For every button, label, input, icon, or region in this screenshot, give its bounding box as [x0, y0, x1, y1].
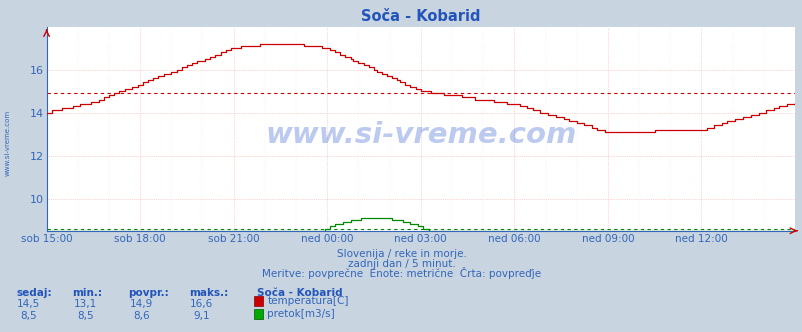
Text: Meritve: povprečne  Enote: metrične  Črta: povpreďje: Meritve: povprečne Enote: metrične Črta:…	[261, 267, 541, 279]
Text: temperatura[C]: temperatura[C]	[267, 296, 348, 306]
Text: povpr.:: povpr.:	[128, 288, 169, 298]
Title: Soča - Kobarid: Soča - Kobarid	[361, 9, 480, 24]
Text: 14,5: 14,5	[18, 299, 40, 309]
Text: www.si-vreme.com: www.si-vreme.com	[265, 121, 576, 149]
Text: www.si-vreme.com: www.si-vreme.com	[4, 110, 10, 176]
Text: maks.:: maks.:	[188, 288, 228, 298]
Text: pretok[m3/s]: pretok[m3/s]	[267, 309, 334, 319]
Text: 13,1: 13,1	[74, 299, 96, 309]
Text: 9,1: 9,1	[193, 311, 209, 321]
Text: Slovenija / reke in morje.: Slovenija / reke in morje.	[336, 249, 466, 259]
Text: 14,9: 14,9	[130, 299, 152, 309]
Text: min.:: min.:	[72, 288, 102, 298]
Text: Soča - Kobarid: Soča - Kobarid	[257, 288, 342, 298]
Text: 8,5: 8,5	[77, 311, 93, 321]
Text: 8,6: 8,6	[133, 311, 149, 321]
Text: sedaj:: sedaj:	[16, 288, 51, 298]
Text: 16,6: 16,6	[190, 299, 213, 309]
Text: zadnji dan / 5 minut.: zadnji dan / 5 minut.	[347, 259, 455, 269]
Text: 8,5: 8,5	[21, 311, 37, 321]
